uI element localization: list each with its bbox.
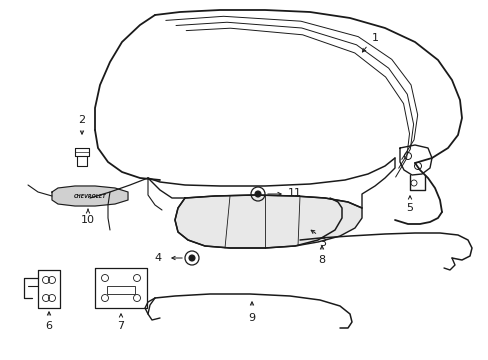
Text: 3: 3 [319,238,326,248]
Polygon shape [175,195,361,248]
Circle shape [189,255,195,261]
Text: CHEVROLET: CHEVROLET [74,194,106,198]
Text: 10: 10 [81,215,95,225]
Text: 6: 6 [45,321,52,331]
Text: 1: 1 [371,33,378,43]
Polygon shape [52,186,128,206]
Text: 7: 7 [117,321,124,331]
Circle shape [254,191,261,197]
Text: 5: 5 [406,203,413,213]
Text: 4: 4 [154,253,161,263]
Text: 8: 8 [318,255,325,265]
Bar [107,286,135,294]
Text: 2: 2 [78,115,85,125]
Text: 11: 11 [287,188,302,198]
Text: 9: 9 [248,313,255,323]
